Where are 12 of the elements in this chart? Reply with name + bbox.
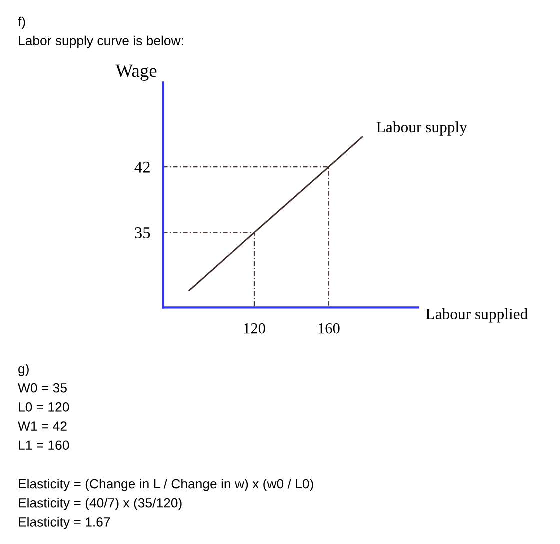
- text: Elasticity = (Change in L / Change in w) x (w0 / L0) Elasticity = (40/7) x (35/120) Elasticity = 1.67: [19, 479, 314, 530]
- line-series: [188, 136, 364, 292]
- y-axis-title: Wage: [116, 64, 157, 81]
- y-tick-label: 35: [135, 228, 150, 239]
- series-label: Labour supply: [376, 122, 468, 136]
- x-tick-label: 160: [318, 323, 340, 334]
- text: g) W0 = 35 L0 = 120 W1 = 42 L1 = 160: [18, 364, 70, 450]
- x-axis-title: Labour supplied: [426, 308, 528, 323]
- x-tick-label: 120: [244, 323, 266, 334]
- chart-subtitle: Labor supply curve is below:: [19, 36, 184, 48]
- y-tick-label: 42: [134, 162, 150, 173]
- text: f): [18, 16, 26, 30]
